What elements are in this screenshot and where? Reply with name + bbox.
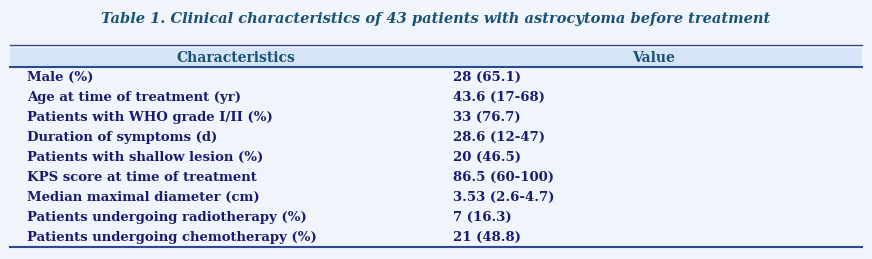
Text: Duration of symptoms (d): Duration of symptoms (d) bbox=[27, 131, 218, 144]
Text: Value: Value bbox=[632, 51, 675, 64]
Text: Patients undergoing chemotherapy (%): Patients undergoing chemotherapy (%) bbox=[27, 231, 317, 244]
Text: Male (%): Male (%) bbox=[27, 71, 94, 84]
Text: 7 (16.3): 7 (16.3) bbox=[453, 211, 512, 224]
Text: KPS score at time of treatment: KPS score at time of treatment bbox=[27, 171, 257, 184]
Text: Median maximal diameter (cm): Median maximal diameter (cm) bbox=[27, 191, 260, 204]
Text: Characteristics: Characteristics bbox=[177, 51, 296, 64]
Text: 20 (46.5): 20 (46.5) bbox=[453, 151, 521, 164]
Text: 28.6 (12-47): 28.6 (12-47) bbox=[453, 131, 545, 144]
Text: 33 (76.7): 33 (76.7) bbox=[453, 111, 521, 124]
Text: Patients with shallow lesion (%): Patients with shallow lesion (%) bbox=[27, 151, 263, 164]
Text: 86.5 (60-100): 86.5 (60-100) bbox=[453, 171, 555, 184]
Text: Table 1. Clinical characteristics of 43 patients with astrocytoma before treatme: Table 1. Clinical characteristics of 43 … bbox=[101, 12, 771, 26]
Text: 21 (48.8): 21 (48.8) bbox=[453, 231, 521, 244]
Text: 43.6 (17-68): 43.6 (17-68) bbox=[453, 91, 545, 104]
Text: Patients undergoing radiotherapy (%): Patients undergoing radiotherapy (%) bbox=[27, 211, 307, 224]
Text: Patients with WHO grade I/II (%): Patients with WHO grade I/II (%) bbox=[27, 111, 273, 124]
Text: 28 (65.1): 28 (65.1) bbox=[453, 71, 521, 84]
FancyBboxPatch shape bbox=[10, 47, 862, 68]
Text: 3.53 (2.6-4.7): 3.53 (2.6-4.7) bbox=[453, 191, 555, 204]
Text: Age at time of treatment (yr): Age at time of treatment (yr) bbox=[27, 91, 242, 104]
